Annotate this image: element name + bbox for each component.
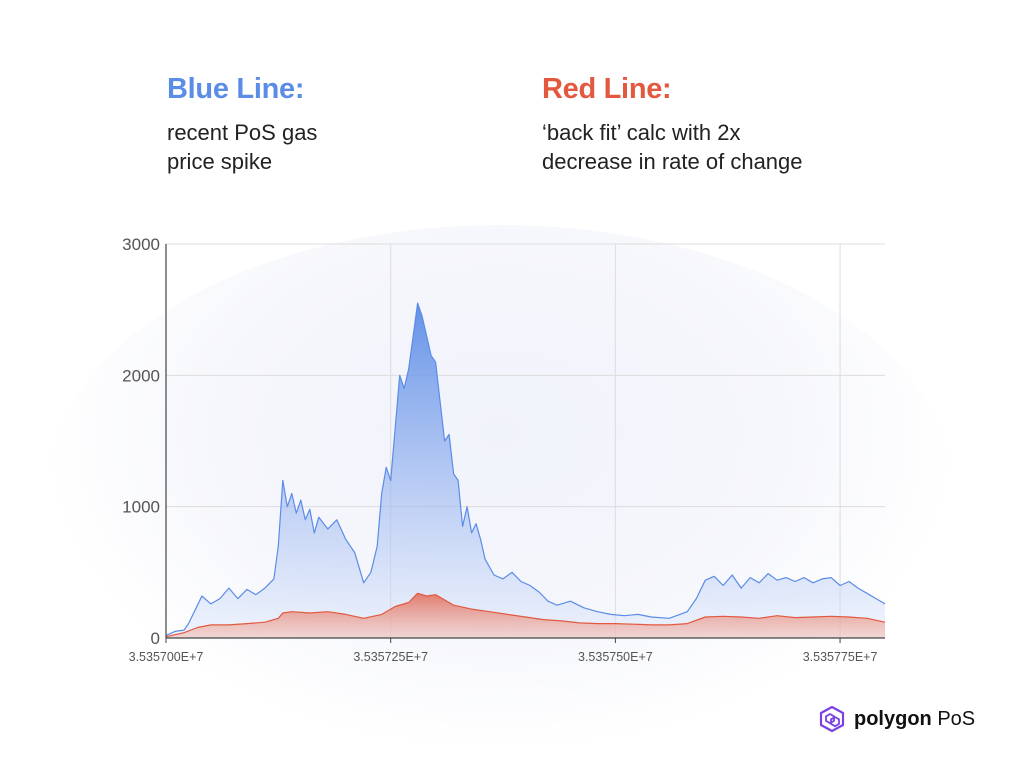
background-glow [50, 225, 950, 745]
blue-line-description: recent PoS gas price spike [167, 118, 497, 176]
brand-name: polygon [854, 707, 932, 730]
axis-layer: 0 1000 2000 3000 3.535700E+7 3.535725E+7 3.535… [122, 235, 885, 664]
red-line-desc-line2: decrease in rate of change [542, 149, 803, 174]
y-tick-label: 3000 [122, 235, 160, 254]
polygon-brand: polygon PoS [818, 705, 975, 733]
y-tick-label: 0 [151, 629, 160, 648]
x-tick-label: 3.535775E+7 [803, 650, 878, 664]
x-tick-label: 3.535725E+7 [353, 650, 428, 664]
red-line-line [165, 592, 886, 638]
red-line-description: ‘back fit’ calc with 2x decrease in rate… [542, 118, 872, 176]
red-line-legend: Red Line: ‘back fit’ calc with 2x decrea… [542, 72, 872, 176]
polygon-logo-icon [819, 705, 845, 733]
red-line-area [166, 593, 885, 638]
x-tick-label: 3.535700E+7 [129, 650, 204, 664]
blue-line-desc-line1: recent PoS gas [167, 120, 318, 145]
brand-wordmark: polygon PoS [854, 708, 975, 731]
blue-line-legend: Blue Line: recent PoS gas price spike [167, 72, 497, 176]
y-tick-label: 1000 [122, 498, 160, 517]
y-tick-label: 2000 [122, 366, 160, 385]
x-tick-label: 3.535750E+7 [578, 650, 653, 664]
brand-suffix: PoS [937, 707, 976, 730]
red-line-title: Red Line: [542, 73, 672, 105]
blue-line-line [165, 302, 886, 636]
red-line-desc-line1: ‘back fit’ calc with 2x [542, 120, 741, 145]
blue-line-desc-line2: price spike [167, 149, 273, 174]
series-layer [165, 302, 886, 638]
blue-line-area [166, 303, 885, 638]
blue-line-title: Blue Line: [167, 73, 305, 105]
